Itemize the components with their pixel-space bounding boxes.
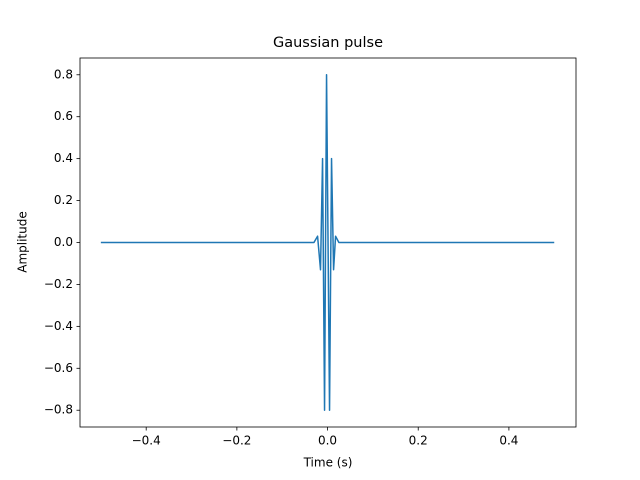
x-axis-label: Time (s) xyxy=(303,456,353,470)
y-tick-label: −0.4 xyxy=(44,319,73,333)
x-tick-label: −0.4 xyxy=(132,434,161,448)
y-tick-label: 0.0 xyxy=(54,235,73,249)
y-tick-label: 0.8 xyxy=(54,67,73,81)
y-tick-label: −0.8 xyxy=(44,403,73,417)
y-tick-label: −0.2 xyxy=(44,277,73,291)
y-axis-label: Amplitude xyxy=(16,211,30,273)
y-tick-label: 0.2 xyxy=(54,193,73,207)
y-tick-label: 0.4 xyxy=(54,151,73,165)
y-tick-label: 0.6 xyxy=(54,109,73,123)
data-line xyxy=(100,74,555,411)
x-tick-label: 0.2 xyxy=(409,434,428,448)
x-tick-label: 0.4 xyxy=(499,434,518,448)
x-tick-label: −0.2 xyxy=(222,434,251,448)
y-tick-label: −0.6 xyxy=(44,361,73,375)
chart-title: Gaussian pulse xyxy=(273,35,383,51)
x-tick-label: 0.0 xyxy=(318,434,337,448)
axes-frame xyxy=(79,57,577,428)
